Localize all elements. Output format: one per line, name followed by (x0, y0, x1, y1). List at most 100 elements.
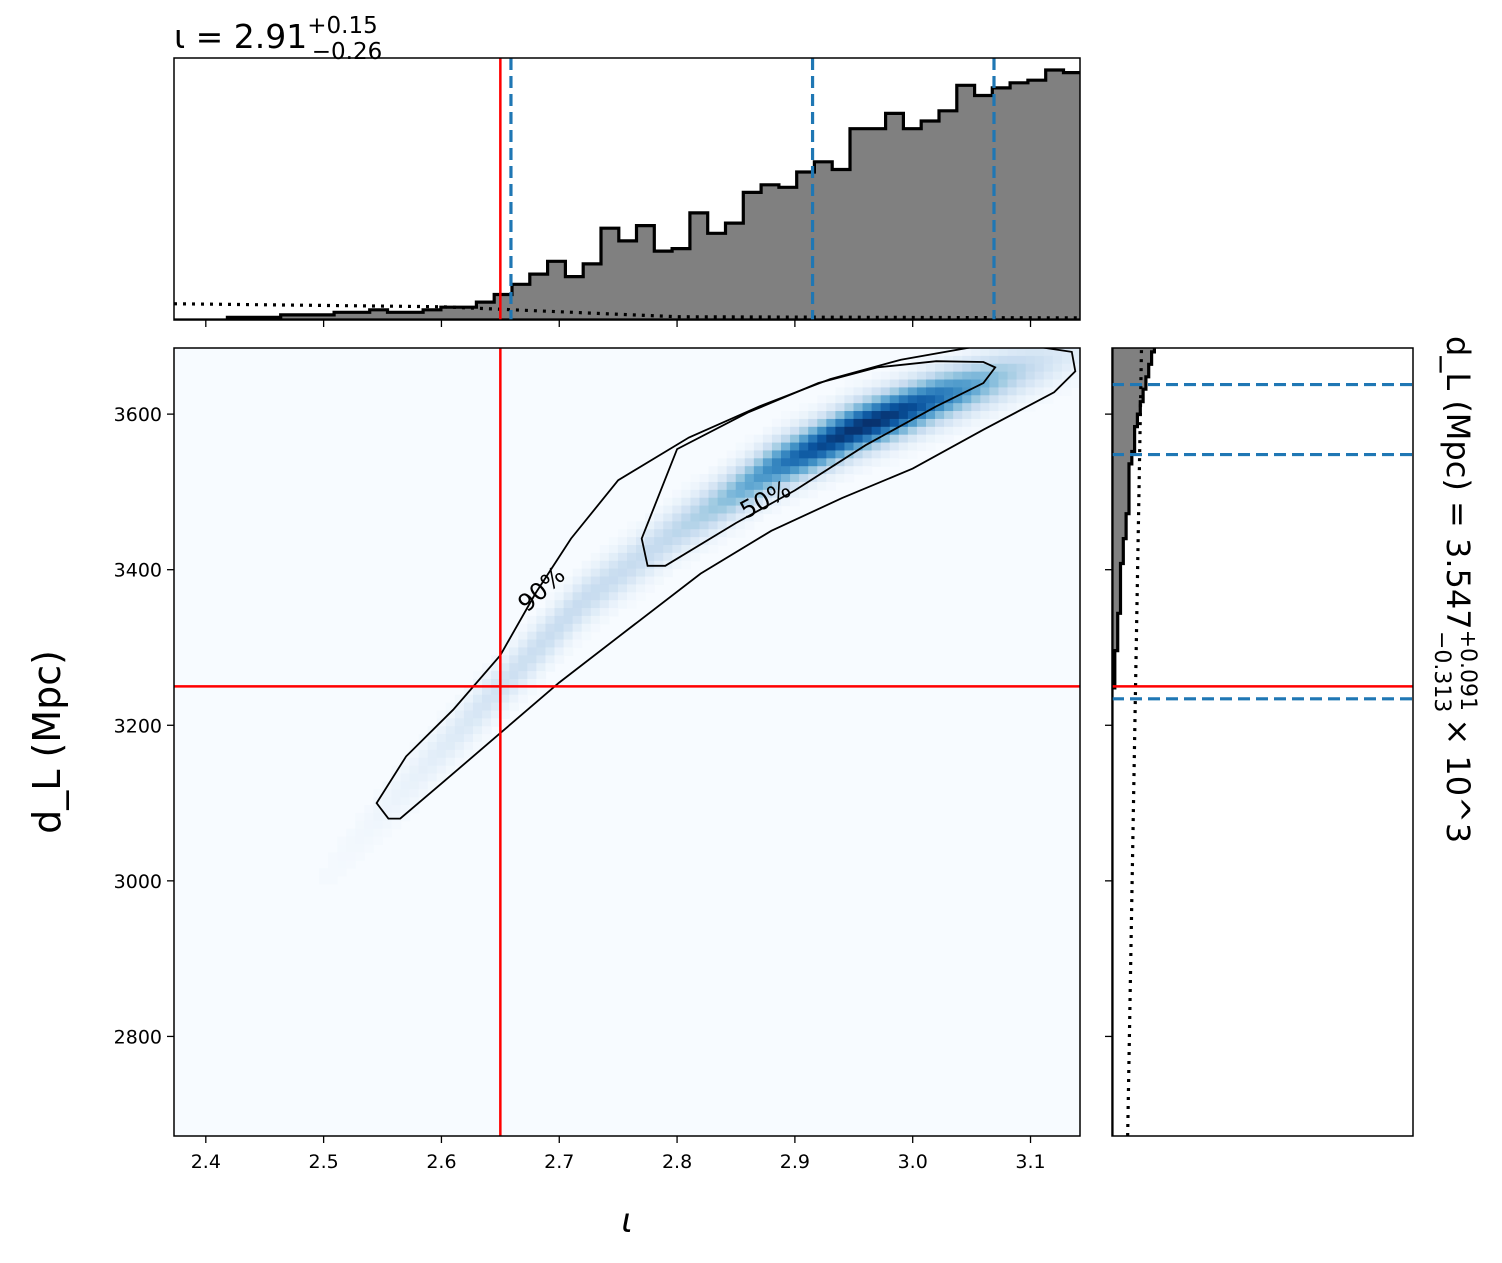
density-cell (645, 584, 655, 593)
density-cell (998, 403, 1009, 412)
density-cell (817, 458, 827, 467)
density-cell (735, 497, 746, 507)
density-cell (726, 513, 737, 522)
density-cell (817, 442, 827, 452)
density-cell (418, 749, 429, 759)
density-cell (817, 450, 827, 459)
density-cell (608, 584, 619, 593)
density-cell (482, 710, 492, 719)
density-cell (799, 450, 809, 459)
density-cell (998, 371, 1009, 381)
density-cell (1061, 348, 1072, 357)
density-cell (953, 426, 963, 436)
density-cell (572, 623, 583, 633)
density-cell (400, 812, 411, 822)
density-cell (436, 749, 447, 759)
density-cell (762, 489, 773, 499)
density-cell (690, 529, 701, 538)
density-cell (753, 434, 764, 444)
right-title-sub: −0.313 (1429, 631, 1454, 712)
density-cell (1034, 387, 1045, 396)
density-cell (998, 348, 1009, 357)
density-cell (744, 466, 755, 475)
density-cell (735, 481, 746, 491)
density-cell (454, 734, 465, 743)
density-cell (717, 458, 728, 467)
density-cell (436, 718, 447, 727)
density-cell (1016, 403, 1027, 412)
density-cell (944, 426, 954, 436)
density-cell (916, 434, 927, 444)
density-cell (418, 765, 429, 775)
density-cell (817, 434, 827, 444)
density-cell (572, 584, 583, 593)
density-cell (627, 560, 637, 570)
density-cell (1025, 387, 1036, 396)
density-cell (799, 418, 809, 428)
density-layer (318, 348, 1080, 885)
density-cell (545, 615, 556, 625)
density-cell (781, 442, 791, 452)
density-cell (663, 513, 673, 522)
density-cell (781, 411, 791, 420)
right-title-suffix: × 10^3 (1439, 718, 1477, 843)
density-cell (527, 686, 537, 696)
density-cell (925, 403, 936, 412)
density-cell (627, 529, 637, 538)
density-cell (889, 403, 900, 412)
density-cell (907, 355, 918, 365)
density-cell (790, 426, 800, 436)
density-cell (826, 474, 836, 483)
density-cell (627, 537, 637, 546)
density-cell (971, 355, 981, 365)
density-cell (500, 671, 510, 680)
density-cell (808, 442, 818, 452)
density-cell (898, 363, 909, 373)
density-cell (880, 426, 891, 436)
density-cell (971, 371, 981, 381)
density-cell (391, 789, 402, 798)
density-cell (391, 773, 402, 782)
density-cell (436, 742, 447, 751)
density-cell (1034, 348, 1045, 357)
density-cell (989, 355, 1000, 365)
density-cell (980, 371, 990, 381)
density-cell (1007, 395, 1018, 404)
density-cell (717, 481, 728, 491)
density-cell (925, 371, 936, 381)
density-cell (617, 600, 628, 609)
density-cell (889, 434, 900, 444)
density-cell (509, 702, 519, 712)
density-cell (925, 434, 936, 444)
density-cell (545, 608, 556, 617)
density-cell (935, 426, 945, 436)
density-cell (463, 726, 474, 735)
density-cell (436, 765, 447, 775)
density-cell (835, 411, 846, 420)
density-cell (1061, 379, 1072, 388)
density-cell (509, 647, 519, 656)
density-cell (880, 458, 891, 467)
density-cell (889, 379, 900, 388)
density-cell (853, 466, 864, 475)
density-cell (536, 647, 547, 656)
density-cell (980, 411, 990, 420)
density-cell (726, 505, 737, 515)
density-cell (636, 560, 646, 570)
top-marginal-panel: ι = 2.91+0.15 −0.26 (173, 13, 1081, 327)
density-cell (898, 418, 909, 428)
top-title: ι = 2.91+0.15 −0.26 (174, 13, 382, 65)
density-cell (1016, 355, 1027, 365)
density-cell (491, 686, 501, 696)
density-cell (862, 466, 873, 475)
density-cell (472, 694, 483, 704)
density-cell (1016, 371, 1027, 381)
density-cell (953, 403, 963, 412)
density-cell (445, 734, 456, 743)
density-cell (1061, 387, 1072, 396)
density-cell (681, 513, 692, 522)
density-cell (762, 474, 773, 483)
density-cell (418, 757, 429, 767)
density-cell (690, 521, 701, 530)
